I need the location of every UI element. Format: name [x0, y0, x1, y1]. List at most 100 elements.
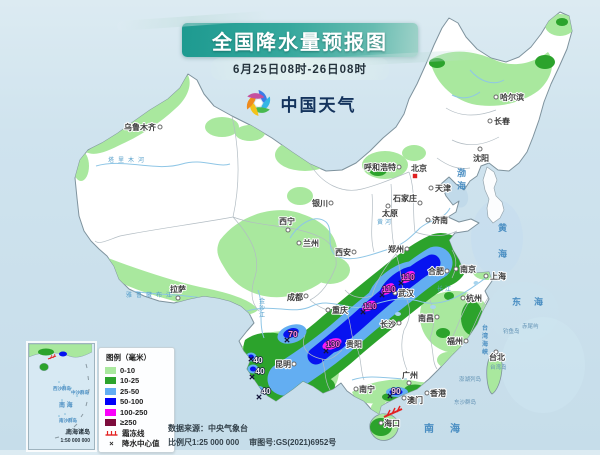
precip-center: 110 — [379, 283, 397, 298]
city-marker — [453, 266, 459, 272]
legend-swatch — [105, 387, 116, 395]
city-label: 西宁 — [279, 216, 295, 226]
island-label: 东沙群岛 — [454, 398, 477, 406]
legend-item: 10-25 — [105, 376, 169, 387]
city-label: 昆明 — [275, 359, 291, 369]
center-x-marker — [360, 309, 366, 315]
center-x-marker — [398, 280, 404, 286]
inset-title: 南海诸岛 — [66, 428, 90, 436]
city-marker — [351, 249, 357, 255]
weather-pinwheel-icon — [246, 90, 271, 116]
city-label: 石家庄 — [392, 193, 417, 203]
city-label: 沈阳 — [473, 153, 489, 163]
inset-dash-line — [54, 363, 90, 439]
legend-item: 100-250 — [105, 407, 169, 418]
city-marker — [353, 386, 359, 392]
precip-center-value: 40 — [255, 366, 265, 376]
precip-center-value: 110 — [382, 284, 396, 294]
city-label: 乌鲁木齐 — [124, 122, 157, 132]
logo-text: 中国天气 — [280, 95, 357, 115]
city-label: 拉萨 — [170, 284, 186, 294]
approval-number: 审图号:GS(2021)6952号 — [249, 438, 337, 447]
city: 海口 — [378, 417, 401, 429]
city: 武汉 — [392, 287, 416, 299]
city-marker — [325, 307, 331, 313]
city-label: 成都 — [287, 292, 303, 302]
city: 福州 — [445, 335, 469, 347]
inset-scale: 1:50 000 000 — [61, 438, 91, 444]
legend-swatch — [105, 366, 116, 374]
city-label: 兰州 — [303, 238, 319, 248]
precip-center-value: 110 — [401, 272, 415, 282]
precip-center-value: 40 — [253, 355, 263, 365]
city: 贵阳 — [345, 338, 363, 350]
legend-frost-row: 霜冻线 — [105, 428, 169, 439]
legend: 图例（毫米） 0-10 10-25 25-50 50-100 100-250 ≥250 霜… — [98, 347, 175, 453]
sea-label: 台湾海峡 — [482, 324, 488, 356]
forecast-period: 6月25日08时-26日08时 — [233, 64, 367, 76]
city-label: 福州 — [446, 336, 463, 346]
city-label: 南宁 — [359, 384, 375, 394]
capital-marker — [412, 173, 418, 179]
frost-line-icon — [105, 429, 118, 437]
city-marker — [425, 217, 431, 223]
city-marker — [487, 118, 493, 124]
city: 香港 — [424, 387, 448, 399]
precip-center-value: 90 — [391, 386, 401, 396]
city-label: 南昌 — [418, 313, 434, 323]
city-label: 哈尔滨 — [500, 92, 524, 102]
city: 西安 — [334, 246, 357, 258]
city: 呼和浩特 — [363, 161, 402, 173]
precip-center-value: 40 — [261, 386, 271, 396]
city: 乌鲁木齐 — [123, 121, 163, 133]
city-label: 重庆 — [332, 305, 348, 315]
city-marker — [396, 164, 402, 170]
island-label: 赤尾屿 — [522, 322, 539, 330]
city-label: 香港 — [429, 388, 447, 398]
city: 长沙 — [379, 318, 402, 330]
city-marker — [406, 380, 412, 386]
data-source: 数据来源：中央气象台 — [168, 424, 248, 433]
city-label: 海口 — [384, 418, 400, 428]
island-label: 台湾岛 — [490, 363, 507, 371]
city-marker — [401, 395, 407, 401]
inset-sea-label: 南沙群岛 — [59, 417, 77, 424]
city-label: 杭州 — [466, 293, 482, 303]
city-label: 郑州 — [388, 244, 404, 254]
legend-item: ≥250 — [105, 418, 169, 429]
city-marker — [378, 420, 384, 426]
precip-center-value: 70 — [288, 329, 298, 339]
legend-item-label: 50-100 — [120, 397, 144, 407]
city-marker — [477, 146, 483, 152]
legend-swatch — [105, 377, 116, 385]
city-label: 合肥 — [427, 266, 444, 276]
china-weather-logo: 中国天气 — [244, 88, 357, 118]
city-marker — [434, 314, 440, 320]
precip-center-value: 110 — [363, 301, 377, 311]
city-marker — [424, 390, 430, 396]
legend-item-label: 0-10 — [120, 365, 136, 375]
south-china-sea-inset: 西沙群岛 中沙群岛 南沙群岛 南 海 南海诸岛 1:50 000 000 — [26, 341, 97, 452]
title-banner: 全国降水量预报图 — [182, 23, 418, 57]
legend-item: 25-50 — [105, 386, 169, 397]
legend-item-label: 25-50 — [120, 386, 140, 396]
center-value-label: 降水中心值 — [122, 439, 160, 449]
city-marker — [328, 200, 334, 206]
city-marker — [417, 200, 423, 206]
sea-label: 黄海 — [498, 222, 507, 259]
city-label: 西安 — [335, 247, 351, 257]
city-marker — [291, 361, 297, 367]
river-label: 雅鲁藏布江 — [126, 291, 176, 299]
city-marker — [404, 246, 410, 252]
city-label: 呼和浩特 — [364, 162, 396, 172]
city-marker — [493, 94, 499, 100]
subtitle-banner: 6月25日08时-26日08时 — [211, 58, 389, 80]
island-label: 澎湖列岛 — [459, 375, 482, 383]
precip-center: 40 — [256, 385, 272, 400]
island-label: 钓鱼岛 — [503, 327, 520, 335]
city-label: 上海 — [490, 271, 506, 281]
legend-item-label: 100-250 — [120, 407, 148, 417]
city-label: 北京 — [411, 163, 427, 173]
center-x-marker — [387, 393, 393, 399]
center-x-marker — [379, 292, 385, 298]
